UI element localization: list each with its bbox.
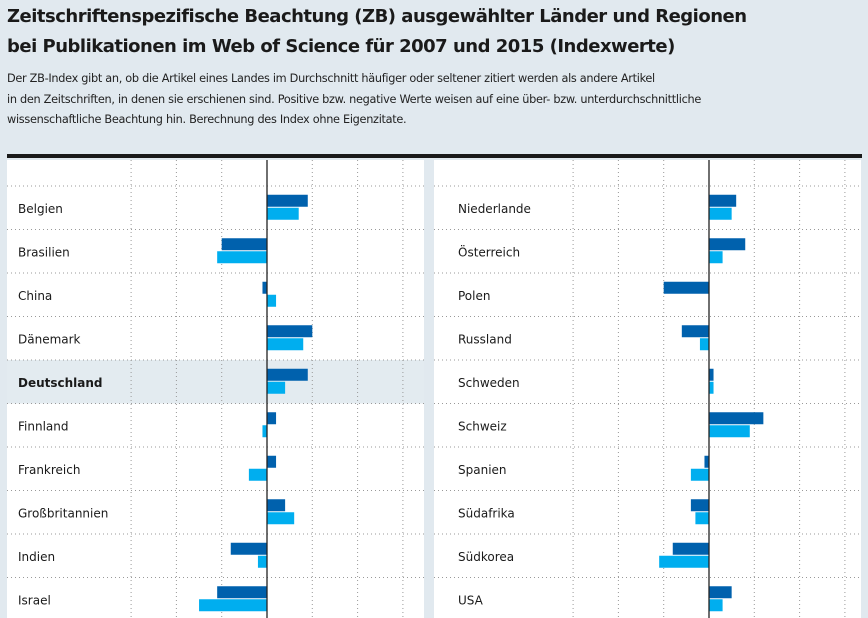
category-label: Österreich xyxy=(458,243,520,259)
category-label: Indien xyxy=(18,550,55,564)
bar-series-1 xyxy=(267,455,277,468)
bar-series-1 xyxy=(221,238,267,251)
category-label: Israel xyxy=(18,593,51,607)
bar-series-1 xyxy=(709,238,746,251)
bar-series-1 xyxy=(709,194,737,207)
bar-series-2 xyxy=(709,425,750,438)
category-label: Niederlande xyxy=(458,202,531,216)
category-label: Belgien xyxy=(18,202,63,216)
bar-series-1 xyxy=(230,542,267,555)
chart-title: Zeitschriftenspezifische Beachtung (ZB) … xyxy=(7,2,747,62)
bar-series-1 xyxy=(690,499,709,512)
description-line: Der ZB-Index gibt an, ob die Artikel ein… xyxy=(7,72,655,85)
category-label: Schweiz xyxy=(458,419,507,433)
bar-series-2 xyxy=(267,338,304,351)
title-line: Zeitschriftenspezifische Beachtung (ZB) … xyxy=(7,6,747,27)
category-label: Spanien xyxy=(458,463,507,477)
bar-series-1 xyxy=(267,194,308,207)
bar-series-2 xyxy=(199,599,267,612)
bar-series-1 xyxy=(663,281,709,294)
category-label: Dänemark xyxy=(18,332,81,346)
bar-series-1 xyxy=(267,412,277,425)
bar-series-1 xyxy=(704,455,709,468)
category-label: Finnland xyxy=(18,419,68,433)
category-label: Schweden xyxy=(458,376,520,390)
bar-series-1 xyxy=(262,281,267,294)
category-label: China xyxy=(18,289,52,303)
bar-series-2 xyxy=(248,468,267,481)
bar-series-2 xyxy=(695,512,709,525)
title-line: bei Publikationen im Web of Science für … xyxy=(7,36,675,57)
category-label: Südafrika xyxy=(458,506,515,520)
bar-series-2 xyxy=(659,555,709,568)
bar-series-1 xyxy=(709,586,732,599)
header-rule xyxy=(7,154,862,158)
bar-series-1 xyxy=(267,368,308,381)
description-line: in den Zeitschriften, in denen sie ersch… xyxy=(7,92,701,106)
panel-background xyxy=(434,160,861,618)
bar-series-2 xyxy=(262,425,267,438)
bar-series-2 xyxy=(709,599,723,612)
category-label: Deutschland xyxy=(18,376,103,390)
bar-series-2 xyxy=(709,381,714,394)
bar-series-1 xyxy=(267,325,313,338)
bar-series-2 xyxy=(267,512,295,525)
bar-series-2 xyxy=(709,251,723,264)
category-label: Frankreich xyxy=(18,463,80,477)
bar-series-2 xyxy=(257,555,267,568)
bar-series-1 xyxy=(217,586,267,599)
category-label: Polen xyxy=(458,289,490,303)
bar-series-1 xyxy=(681,325,709,338)
bar-series-2 xyxy=(267,381,286,394)
category-label: Brasilien xyxy=(18,245,70,259)
bar-series-2 xyxy=(267,207,299,220)
description-line: wissenschaftliche Beachtung hin. Berechn… xyxy=(7,113,407,126)
category-label: USA xyxy=(458,593,484,607)
bar-series-2 xyxy=(690,468,709,481)
category-label: Großbritannien xyxy=(18,506,108,520)
bar-series-1 xyxy=(267,499,286,512)
bar-series-2 xyxy=(709,207,732,220)
highlight-row xyxy=(7,360,424,404)
bar-series-1 xyxy=(709,368,714,381)
bar-series-1 xyxy=(709,412,764,425)
bar-series-1 xyxy=(672,542,709,555)
category-label: Russland xyxy=(458,332,512,346)
bar-series-2 xyxy=(267,294,277,307)
category-label: Südkorea xyxy=(458,550,514,564)
bar-series-2 xyxy=(699,338,709,351)
bar-series-2 xyxy=(217,251,267,264)
chart-description: Der ZB-Index gibt an, ob die Artikel ein… xyxy=(7,69,701,131)
